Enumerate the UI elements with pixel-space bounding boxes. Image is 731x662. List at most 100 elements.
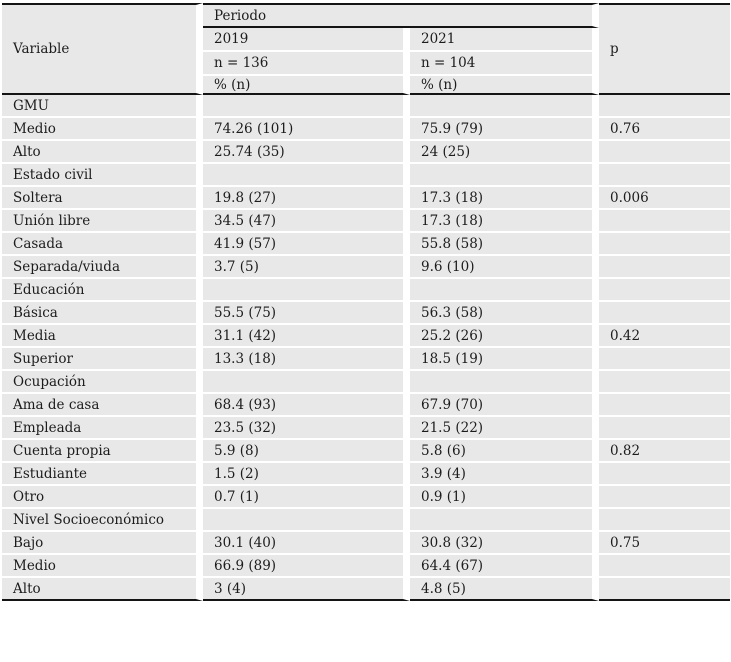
header-row-periodo: Variable Periodo p <box>2 3 731 95</box>
table-row: Básica 55.5 (75) 56.3 (58) <box>2 302 731 325</box>
cell-2021: 30.8 (32) <box>410 532 600 555</box>
header-cell-periodo: Periodo <box>203 3 600 28</box>
cell-2019 <box>203 371 410 394</box>
cell-2019: 0.7 (1) <box>203 486 410 509</box>
table-row: Casada 41.9 (57) 55.8 (58) <box>2 233 731 256</box>
cell-2019: 1.5 (2) <box>203 463 410 486</box>
table-header: Variable Periodo p 2019 2021 n = 136 n =… <box>2 3 731 95</box>
table-row: Alto 3 (4) 4.8 (5) <box>2 578 731 601</box>
cell-2021 <box>410 279 600 302</box>
table-row: Bajo 30.1 (40) 30.8 (32) 0.75 <box>2 532 731 555</box>
cell-2019: 30.1 (40) <box>203 532 410 555</box>
cell-2019 <box>203 279 410 302</box>
cell-2021: 75.9 (79) <box>410 118 600 141</box>
cell-variable: Ocupación <box>2 371 203 394</box>
cell-variable: Otro <box>2 486 203 509</box>
cell-2019 <box>203 95 410 118</box>
table-row: Medio 66.9 (89) 64.4 (67) <box>2 555 731 578</box>
cell-p: 0.75 <box>599 532 731 555</box>
header-cell-n-2019: n = 136 <box>203 52 410 76</box>
cell-2019: 68.4 (93) <box>203 394 410 417</box>
cell-2019: 41.9 (57) <box>203 233 410 256</box>
cell-2019: 3 (4) <box>203 578 410 601</box>
header-cell-n-2021: n = 104 <box>410 52 600 76</box>
cell-p <box>599 509 731 532</box>
cell-p <box>599 486 731 509</box>
cell-2019: 19.8 (27) <box>203 187 410 210</box>
table-row: Separada/viuda 3.7 (5) 9.6 (10) <box>2 256 731 279</box>
cell-p: 0.76 <box>599 118 731 141</box>
cell-variable: Estado civil <box>2 164 203 187</box>
cell-2021: 0.9 (1) <box>410 486 600 509</box>
cell-2021: 55.8 (58) <box>410 233 600 256</box>
cell-2021 <box>410 371 600 394</box>
cell-2021: 21.5 (22) <box>410 417 600 440</box>
cell-p <box>599 394 731 417</box>
cell-2021: 3.9 (4) <box>410 463 600 486</box>
header-cell-year-2021: 2021 <box>410 28 600 52</box>
cell-p <box>599 256 731 279</box>
cell-p: 0.42 <box>599 325 731 348</box>
cell-2019: 66.9 (89) <box>203 555 410 578</box>
table-row: Ama de casa 68.4 (93) 67.9 (70) <box>2 394 731 417</box>
cell-p <box>599 578 731 601</box>
cell-2019 <box>203 509 410 532</box>
header-row-years: 2019 2021 <box>2 28 730 52</box>
table-row: Alto 25.74 (35) 24 (25) <box>2 141 731 164</box>
cell-2021: 17.3 (18) <box>410 210 600 233</box>
cell-p: 0.006 <box>599 187 731 210</box>
cell-2019: 25.74 (35) <box>203 141 410 164</box>
section-row: Nivel Socioeconómico <box>2 509 731 532</box>
cell-p: 0.82 <box>599 440 731 463</box>
cell-2021: 5.8 (6) <box>410 440 600 463</box>
cell-p <box>599 210 731 233</box>
cell-variable: Soltera <box>2 187 203 210</box>
cell-variable: Unión libre <box>2 210 203 233</box>
cell-variable: Alto <box>2 141 203 164</box>
cell-p <box>599 348 731 371</box>
cell-2021: 25.2 (26) <box>410 325 600 348</box>
cell-p <box>599 417 731 440</box>
cell-2021: 4.8 (5) <box>410 578 600 601</box>
cell-variable: Superior <box>2 348 203 371</box>
cell-p <box>599 141 731 164</box>
cell-variable: Alto <box>2 578 203 601</box>
cell-2021: 67.9 (70) <box>410 394 600 417</box>
table-row: Medio 74.26 (101) 75.9 (79) 0.76 <box>2 118 731 141</box>
table-row: Unión libre 34.5 (47) 17.3 (18) <box>2 210 731 233</box>
cell-variable: Separada/viuda <box>2 256 203 279</box>
cell-2021 <box>410 509 600 532</box>
cell-p <box>599 463 731 486</box>
cell-2019: 34.5 (47) <box>203 210 410 233</box>
cell-variable: Casada <box>2 233 203 256</box>
header-cell-measure-2021: % (n) <box>410 76 600 95</box>
section-row: Educación <box>2 279 731 302</box>
cell-variable: Estudiante <box>2 463 203 486</box>
cell-p <box>599 233 731 256</box>
cell-variable: Media <box>2 325 203 348</box>
table-row: Otro 0.7 (1) 0.9 (1) <box>2 486 731 509</box>
cell-2019: 5.9 (8) <box>203 440 410 463</box>
cell-2021: 18.5 (19) <box>410 348 600 371</box>
cell-2019: 74.26 (101) <box>203 118 410 141</box>
section-row: GMU <box>2 95 731 118</box>
cell-p <box>599 279 731 302</box>
table-row: Cuenta propia 5.9 (8) 5.8 (6) 0.82 <box>2 440 731 463</box>
cell-2021: 9.6 (10) <box>410 256 600 279</box>
table-row: Empleada 23.5 (32) 21.5 (22) <box>2 417 731 440</box>
cell-variable: Ama de casa <box>2 394 203 417</box>
table-body: GMU Medio 74.26 (101) 75.9 (79) 0.76 Alto 25.7… <box>2 95 731 601</box>
cell-2021 <box>410 164 600 187</box>
cell-variable: Medio <box>2 555 203 578</box>
cell-variable: Educación <box>2 279 203 302</box>
cell-2019: 31.1 (42) <box>203 325 410 348</box>
cell-2019: 13.3 (18) <box>203 348 410 371</box>
header-row-n: n = 136 n = 104 <box>2 52 730 76</box>
table-row: Superior 13.3 (18) 18.5 (19) <box>2 348 731 371</box>
cell-2019: 55.5 (75) <box>203 302 410 325</box>
cell-2019: 23.5 (32) <box>203 417 410 440</box>
table-row: Soltera 19.8 (27) 17.3 (18) 0.006 <box>2 187 731 210</box>
cell-variable: Medio <box>2 118 203 141</box>
header-cell-variable: Variable <box>2 3 203 95</box>
